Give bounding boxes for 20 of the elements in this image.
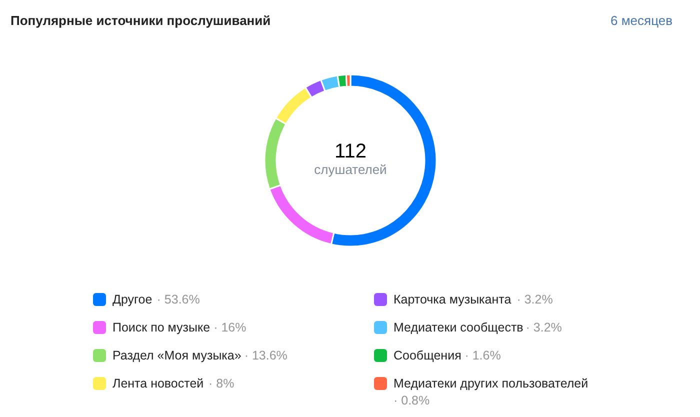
legend-label: Карточка музыканта <box>394 292 512 306</box>
data-label: · 13.6% <box>244 348 288 362</box>
legend-label: Другое <box>112 292 152 306</box>
data-label: · 53.6% <box>156 292 200 306</box>
text: 6 месяцев <box>610 13 673 28</box>
data-label: · 16% <box>214 320 246 334</box>
legend-label: Медиатеки других пользователей <box>394 376 588 390</box>
data-label: · 8% <box>208 376 234 390</box>
data-label: · 1.6% <box>464 348 501 362</box>
legend-label: Лента новостей <box>112 376 204 390</box>
legend-label: Поиск по музыке <box>112 320 210 334</box>
text: слушателей <box>314 162 387 177</box>
chart-title: Популярные источники прослушиваний <box>10 13 271 28</box>
text: 112 <box>334 140 366 162</box>
data-label: · 3.2% <box>526 320 562 334</box>
data-label: · 3.2% <box>516 292 553 306</box>
legend-label: Сообщения <box>394 348 462 362</box>
legend-label: Раздел «Моя музыка» <box>112 348 242 362</box>
legend-label: Медиатеки сообществ <box>394 320 524 334</box>
data-label: · 0.8% <box>394 394 430 408</box>
